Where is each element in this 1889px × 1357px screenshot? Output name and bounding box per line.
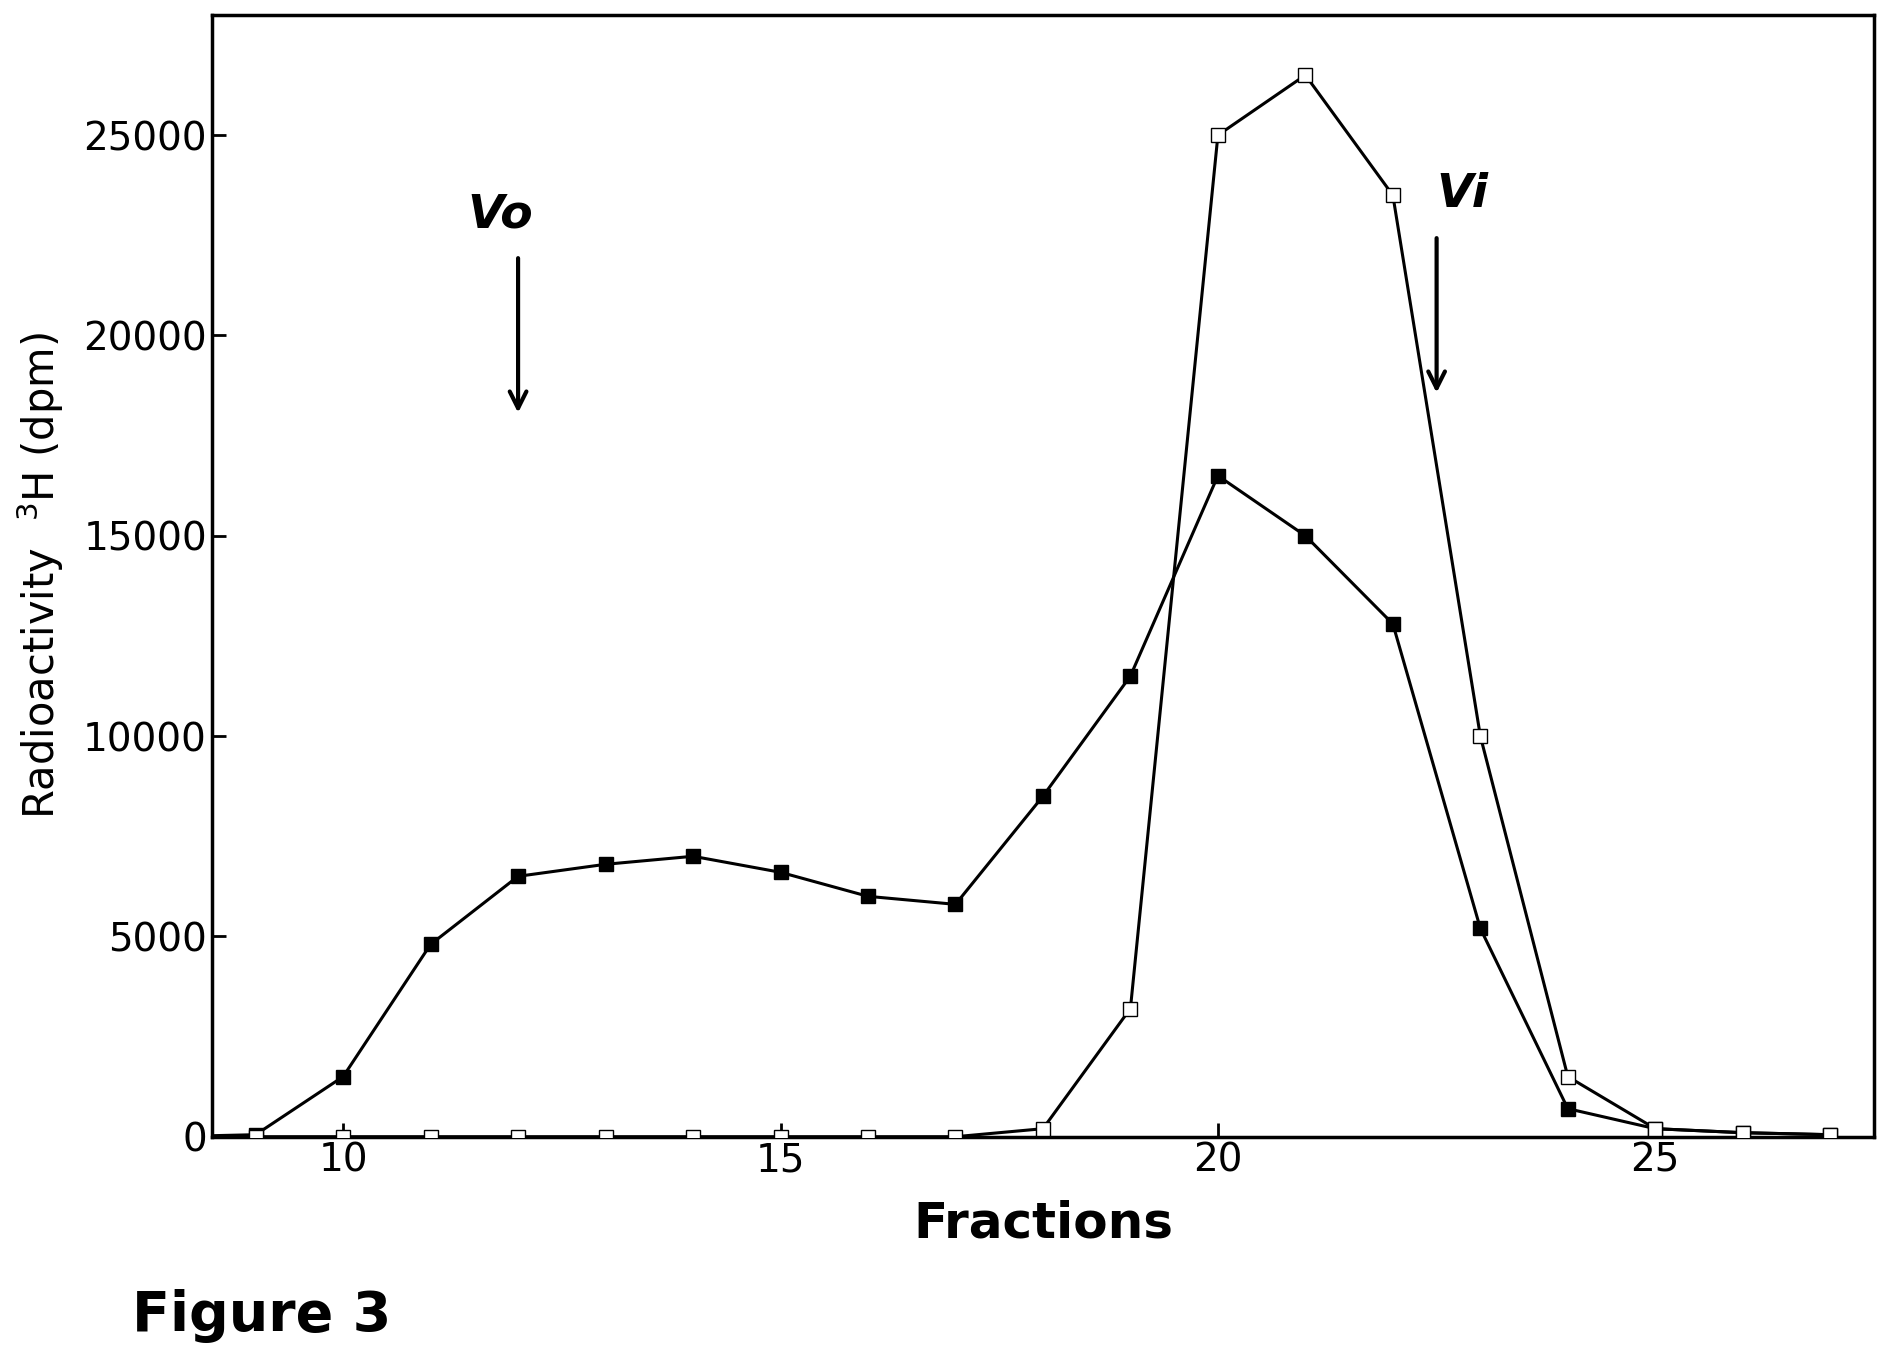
Text: Vi: Vi xyxy=(1438,172,1489,217)
X-axis label: Fractions: Fractions xyxy=(912,1200,1173,1247)
Text: Figure 3: Figure 3 xyxy=(132,1289,391,1343)
Text: Vo: Vo xyxy=(468,193,533,237)
Y-axis label: Radioactivity  $^3$H (dpm): Radioactivity $^3$H (dpm) xyxy=(15,332,66,820)
